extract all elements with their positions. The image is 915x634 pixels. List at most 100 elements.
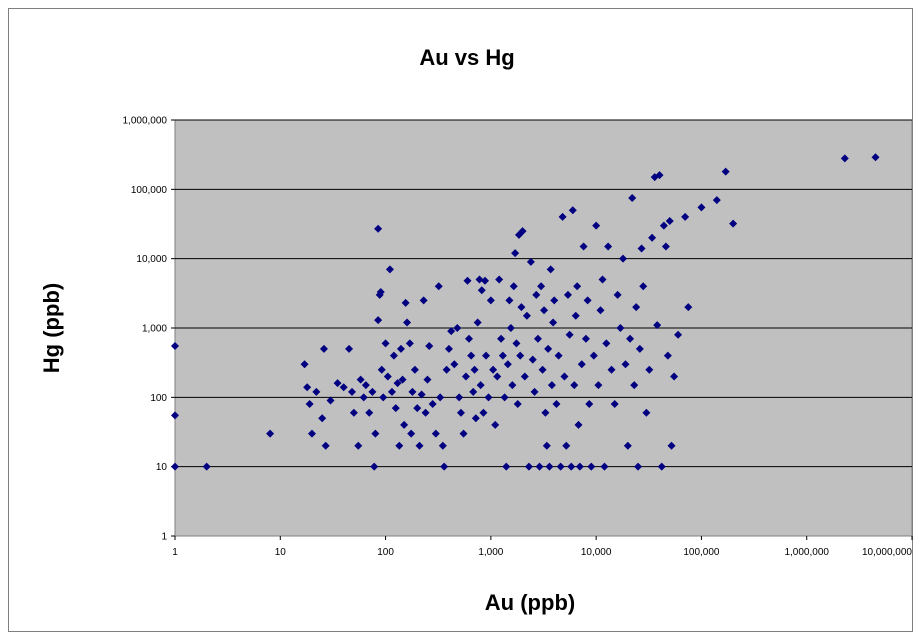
data-point [479, 408, 488, 417]
x-tick-label: 1,000 [478, 547, 503, 558]
data-point [645, 365, 654, 374]
data-point [558, 212, 567, 221]
data-point [663, 351, 672, 360]
data-point [305, 400, 314, 409]
y-tick-label: 10 [156, 462, 168, 473]
data-point [398, 375, 407, 384]
data-point [171, 462, 179, 471]
data-point [604, 242, 613, 251]
data-point [403, 318, 412, 327]
data-point [535, 462, 544, 471]
data-point [681, 212, 690, 221]
data-point [540, 306, 549, 315]
data-point [657, 462, 666, 471]
data-point [381, 339, 390, 348]
data-point [619, 254, 628, 263]
data-point [444, 344, 453, 353]
data-point [417, 390, 426, 399]
data-point [550, 296, 559, 305]
x-axis-ticks: 1 10 100 1,000 10,000 100,000 1,000,000 10,000,… [172, 536, 913, 558]
data-point [461, 372, 470, 381]
data-point [312, 387, 321, 396]
data-point [560, 372, 569, 381]
data-point [410, 365, 419, 374]
data-point [634, 462, 643, 471]
data-point [356, 375, 365, 384]
data-point [563, 290, 572, 299]
data-point [348, 387, 357, 396]
data-point [471, 414, 480, 423]
data-point [524, 462, 533, 471]
data-point [547, 381, 556, 390]
data-point [383, 372, 392, 381]
data-point [537, 282, 546, 291]
data-point [421, 408, 430, 417]
data-point [447, 327, 456, 336]
data-point [544, 344, 553, 353]
data-point [684, 303, 693, 312]
y-tick-label: 10,000 [136, 254, 167, 265]
data-point [354, 441, 363, 450]
data-point [303, 383, 312, 392]
data-point [589, 351, 598, 360]
data-point [602, 339, 611, 348]
data-point [552, 400, 561, 409]
x-tick-label: 100,000 [683, 547, 720, 558]
data-point [376, 288, 385, 297]
data-point [370, 462, 379, 471]
data-point [401, 298, 410, 307]
data-point [674, 330, 683, 339]
data-point [581, 334, 590, 343]
x-axis-title: Au (ppb) [485, 590, 575, 615]
data-point [498, 351, 507, 360]
data-point [594, 381, 603, 390]
data-point [318, 414, 327, 423]
data-point [530, 387, 539, 396]
data-point [653, 321, 662, 330]
data-point [661, 242, 670, 251]
data-point [546, 265, 555, 274]
data-point [721, 167, 730, 176]
data-point [500, 393, 509, 402]
data-point [365, 408, 374, 417]
data-point [632, 303, 641, 312]
gridlines [175, 119, 912, 468]
data-point [405, 339, 414, 348]
data-point [377, 365, 386, 374]
data-point [556, 462, 565, 471]
data-point [598, 275, 607, 284]
data-point [585, 400, 594, 409]
data-point [600, 462, 609, 471]
data-point [266, 429, 275, 438]
data-point [387, 387, 396, 396]
data-point [493, 372, 502, 381]
data-point [395, 441, 404, 450]
data-point [486, 296, 495, 305]
data-point [648, 233, 657, 242]
data-point [489, 365, 498, 374]
data-point [639, 282, 648, 291]
data-point [389, 351, 398, 360]
data-point [434, 282, 443, 291]
data-point [438, 441, 447, 450]
data-point [565, 330, 574, 339]
data-point [450, 360, 459, 369]
data-point [518, 227, 527, 236]
data-point [541, 408, 550, 417]
data-point [573, 282, 582, 291]
data-point [502, 462, 511, 471]
data-point [587, 462, 596, 471]
data-point [413, 404, 422, 413]
data-point [333, 379, 342, 388]
data-point [508, 381, 517, 390]
data-point [571, 311, 580, 320]
data-point [577, 360, 586, 369]
x-tick-label: 10,000,000 [862, 547, 912, 558]
data-point [613, 290, 622, 299]
data-point [491, 420, 500, 429]
data-point [171, 411, 179, 420]
data-point [528, 355, 537, 364]
data-point [621, 360, 630, 369]
data-point [456, 408, 465, 417]
data-point [396, 344, 405, 353]
